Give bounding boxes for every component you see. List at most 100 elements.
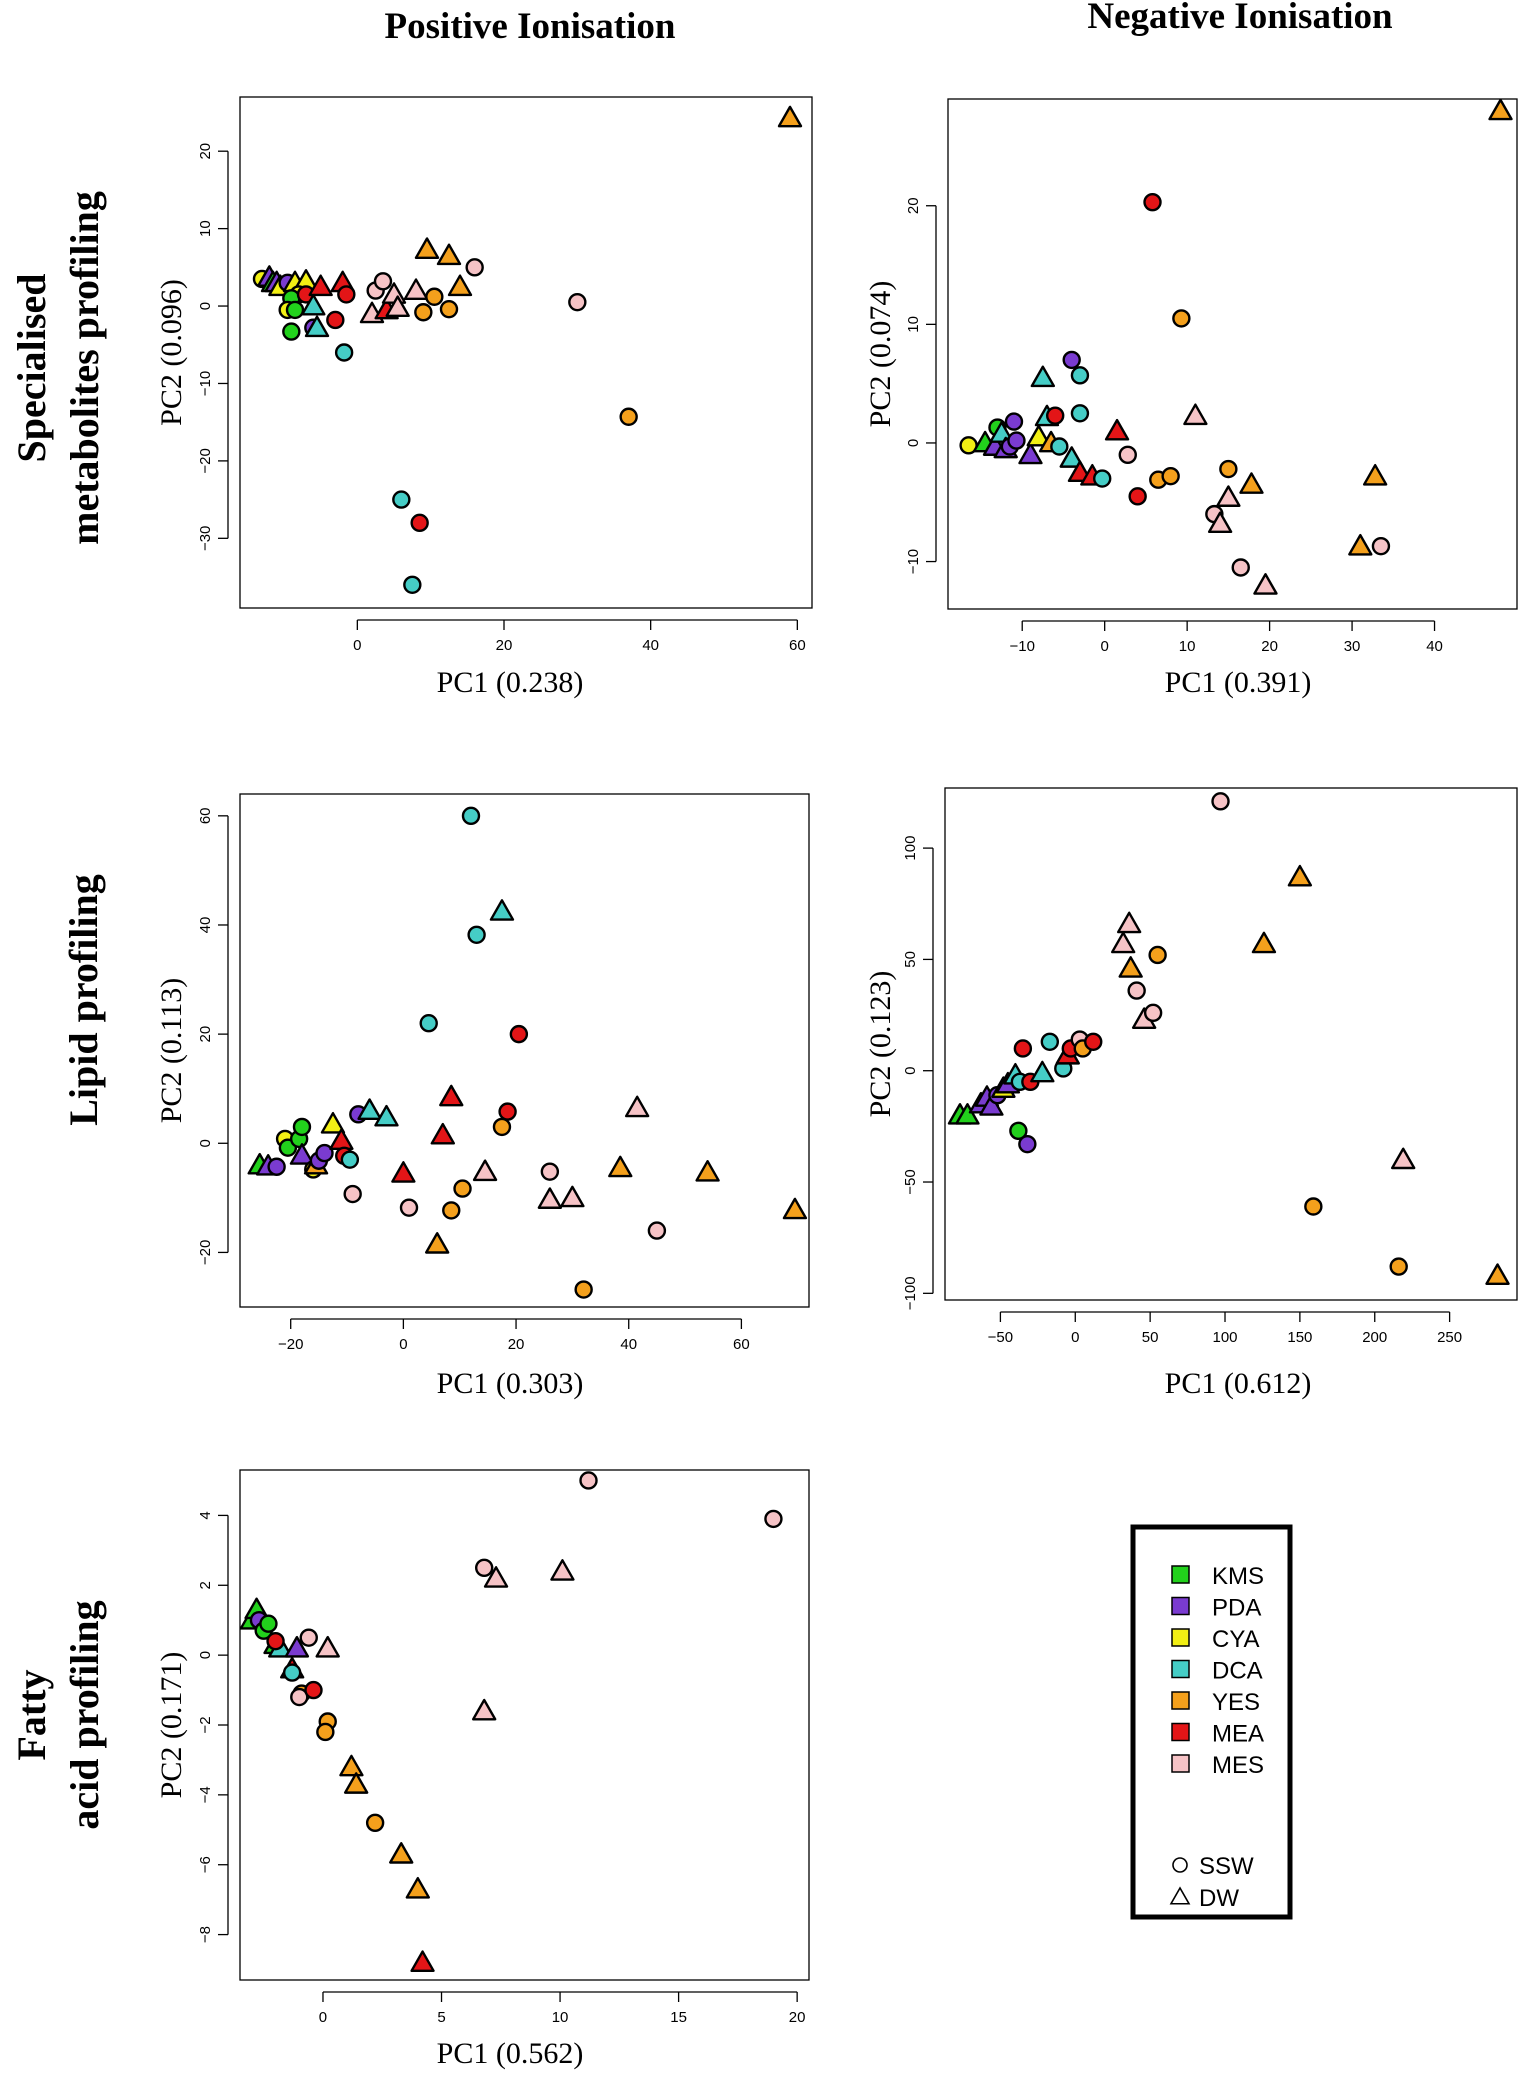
data-point-mes-ssw xyxy=(1118,445,1137,465)
data-point-pda-ssw xyxy=(315,1143,334,1163)
y-tick-label: 0 xyxy=(197,302,214,310)
data-point-mes-dw xyxy=(624,1095,650,1118)
data-point-pda-dw xyxy=(979,1094,1004,1116)
data-point-yes-dw xyxy=(405,1876,431,1899)
y-tick-label: 10 xyxy=(197,220,214,237)
legend-label-cya: CYA xyxy=(1212,1626,1260,1653)
x-tick-label: −50 xyxy=(988,1329,1013,1346)
data-point-pda-dw xyxy=(284,1635,310,1658)
legend-circle-icon xyxy=(1172,1857,1188,1873)
y-tick-label: −30 xyxy=(197,526,214,551)
data-point-yes-ssw xyxy=(1161,466,1180,486)
y-tick-label: −8 xyxy=(197,1926,214,1943)
legend-label-dca: DCA xyxy=(1212,1658,1263,1685)
data-point-mea-dw xyxy=(391,1161,416,1183)
x-tick-label: 10 xyxy=(1179,638,1196,655)
x-tick-label: 20 xyxy=(789,2009,806,2026)
data-point-mea-ssw xyxy=(304,1680,323,1700)
data-point-yes-ssw xyxy=(316,1722,335,1742)
data-point-dca-ssw xyxy=(282,1663,302,1682)
y-tick-label: −100 xyxy=(902,1276,919,1310)
row-title-lipid: Lipid profiling xyxy=(61,874,106,1126)
x-tick-label: 0 xyxy=(1071,1329,1079,1346)
plot-panel-specialised-negative: −10 0 10 20 30 40 −10 0 10 20 PC1 (0.391) PC2 (0.07… xyxy=(864,98,1518,699)
data-point-mea-ssw xyxy=(410,513,429,533)
data-point-yes-ssw xyxy=(442,1201,461,1220)
data-point-mea-dw xyxy=(1104,418,1130,441)
plot-panel-lipid-negative: −50 0 50 100 150 200 250 −100 −50 0 50 100 PC1 (0.61… xyxy=(864,787,1518,1400)
x-tick-label: −20 xyxy=(278,1336,303,1353)
data-point-yes-dw xyxy=(608,1155,633,1178)
plot-panel-specialised-positive: 0 20 40 60 −30 −20 −10 0 10 20 PC1 (0.238) PC2 (0.0… xyxy=(155,96,813,699)
data-point-dca-ssw xyxy=(403,575,422,594)
data-point-mes-ssw xyxy=(1231,558,1250,577)
data-point-mea-dw xyxy=(308,274,333,297)
x-tick-label: 40 xyxy=(620,1336,637,1353)
data-point-mes-ssw xyxy=(1143,1003,1163,1023)
data-point-mes-ssw xyxy=(343,1184,362,1204)
data-point-dca-dw xyxy=(301,293,326,316)
data-point-mes-dw xyxy=(560,1185,585,1208)
data-point-yes-ssw xyxy=(574,1280,593,1299)
legend-swatch-cya xyxy=(1171,1628,1190,1647)
y-tick-label: 0 xyxy=(905,439,922,447)
data-point-yes-dw xyxy=(1485,1263,1510,1285)
y-tick-label: 2 xyxy=(197,1581,214,1589)
x-tick-label: 60 xyxy=(789,637,806,654)
data-point-yes-dw xyxy=(1287,864,1313,887)
data-point-yes-ssw xyxy=(414,303,433,322)
legend-swatch-pda xyxy=(1171,1596,1190,1616)
data-point-pda-ssw xyxy=(1062,350,1081,370)
data-point-mes-ssw xyxy=(373,272,393,291)
data-point-mes-dw xyxy=(1110,931,1136,954)
data-point-mes-dw xyxy=(1216,485,1241,507)
data-point-mea-ssw xyxy=(1128,487,1147,506)
legend-label-yes: YES xyxy=(1212,1689,1260,1716)
data-point-mes-ssw xyxy=(1211,792,1230,811)
legend-label-pda: PDA xyxy=(1212,1595,1261,1622)
legend-swatch-mea xyxy=(1171,1722,1190,1742)
legend-frame xyxy=(1130,1524,1293,1920)
data-point-mea-ssw xyxy=(337,285,356,304)
x-tick-label: 0 xyxy=(319,2009,327,2026)
y-tick-label: 0 xyxy=(902,1067,919,1075)
data-point-pda-ssw xyxy=(1004,412,1024,431)
y-tick-label: −10 xyxy=(905,549,922,574)
plot-panel-fatty-positive: 0 5 10 15 20 −8 −6 −4 −2 0 2 4 PC1 (0.562) PC2 (0.171… xyxy=(155,1469,810,2070)
data-point-yes-ssw xyxy=(492,1117,512,1137)
y-tick-label: 20 xyxy=(905,197,922,214)
data-point-yes-ssw xyxy=(1172,309,1191,328)
data-point-mes-dw xyxy=(403,278,429,301)
row-title-line: Lipid profiling xyxy=(61,874,106,1126)
data-point-kms-ssw xyxy=(1009,1121,1028,1141)
row-title-line: acid profiling xyxy=(62,1600,107,1829)
data-point-dca-ssw xyxy=(1070,366,1090,385)
data-point-mes-ssw xyxy=(568,292,587,312)
data-point-mea-dw xyxy=(410,1950,435,1972)
data-point-yes-dw xyxy=(1251,931,1277,954)
data-point-dca-dw xyxy=(1059,446,1084,468)
data-point-dca-ssw xyxy=(1040,1032,1060,1051)
data-point-kms-ssw xyxy=(282,322,301,341)
legend-triangle-icon xyxy=(1169,1886,1191,1905)
data-point-mes-ssw xyxy=(1371,536,1391,556)
legend-swatch-dca xyxy=(1171,1659,1190,1679)
x-tick-label: 60 xyxy=(733,1336,750,1353)
data-point-dca-ssw xyxy=(419,1014,438,1033)
data-point-mes-dw xyxy=(537,1187,563,1209)
y-axis-label: PC2 (0.096) xyxy=(155,279,188,426)
y-tick-label: 10 xyxy=(905,316,922,333)
data-point-yes-dw xyxy=(1488,98,1513,121)
data-point-dca-ssw xyxy=(1050,437,1069,456)
data-point-yes-ssw xyxy=(365,1813,385,1833)
legend-label-mes: MES xyxy=(1212,1752,1264,1779)
data-point-mes-ssw xyxy=(764,1509,783,1529)
y-axis-label: PC2 (0.074) xyxy=(864,281,897,428)
legend-label-kms: KMS xyxy=(1212,1563,1264,1590)
plot-frame xyxy=(944,787,1518,1301)
data-point-pda-ssw xyxy=(1007,431,1026,450)
y-tick-label: 0 xyxy=(197,1139,214,1147)
y-tick-label: −10 xyxy=(197,371,214,396)
data-point-mes-dw xyxy=(550,1559,575,1581)
data-point-yes-ssw xyxy=(1304,1197,1323,1216)
